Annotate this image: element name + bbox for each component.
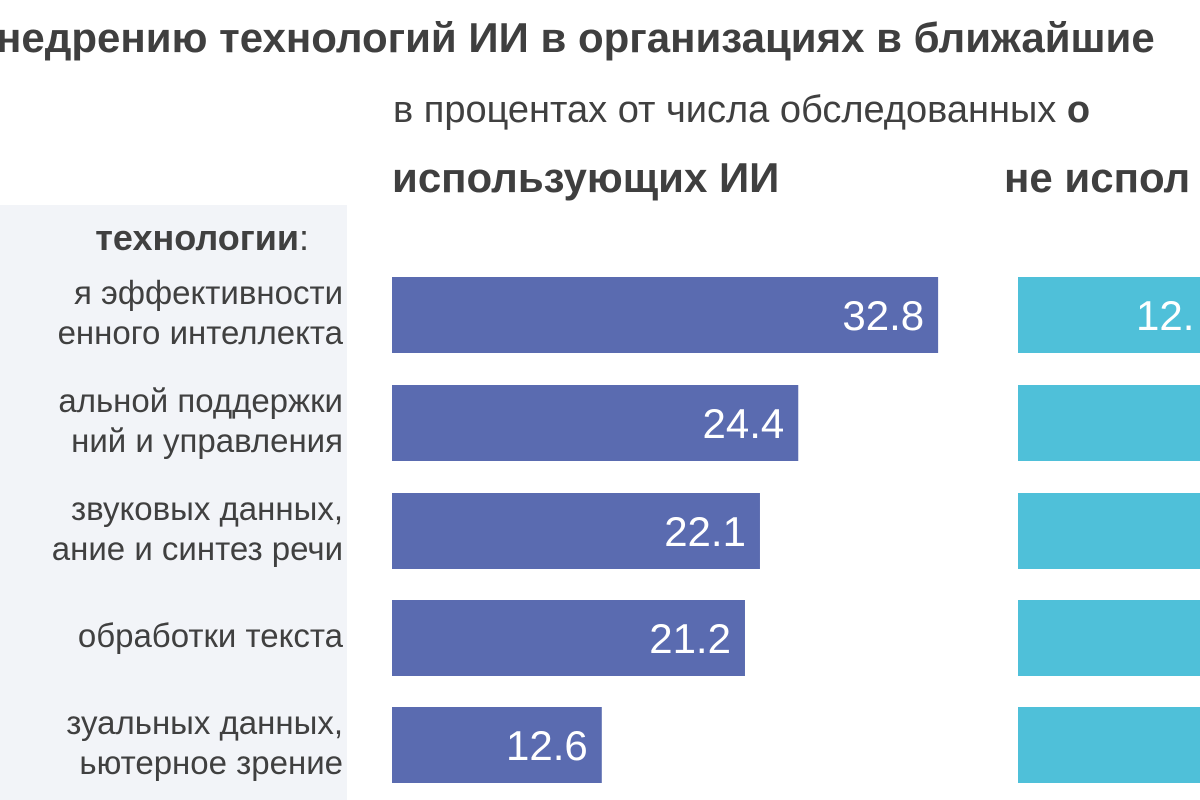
category-label-0-line-1: енного интеллекта xyxy=(57,314,343,351)
bar-using-ai-1 xyxy=(392,385,799,461)
data-label-using-ai-1: 24.4 xyxy=(703,400,785,447)
data-label-using-ai-3: 21.2 xyxy=(649,615,731,662)
data-label-not-using-ai-0: 12. xyxy=(1136,292,1194,339)
series-header-using-ai: использующих ИИ xyxy=(392,154,780,201)
data-label-using-ai-0: 32.8 xyxy=(842,292,924,339)
bar-using-ai-4 xyxy=(392,707,602,783)
category-label-4-line-1: ьютерное зрение xyxy=(79,744,343,781)
chart-subtitle: в процентах от числа обследованных о xyxy=(393,89,1091,131)
chart-title: недрению технологий ИИ в организациях в … xyxy=(0,14,1155,61)
data-label-using-ai-2: 22.1 xyxy=(664,508,746,555)
bar-not-using-ai-3 xyxy=(1018,600,1200,676)
category-label-0-line-0: я эффективности xyxy=(73,274,343,311)
category-label-4-line-0: зуальных данных, xyxy=(66,704,343,741)
category-label-1-line-1: ний и управления xyxy=(71,422,343,459)
bar-not-using-ai-0 xyxy=(1018,277,1200,353)
bar-not-using-ai-2 xyxy=(1018,493,1200,569)
bar-not-using-ai-4 xyxy=(1018,707,1200,783)
category-label-2-line-0: звуковых данных, xyxy=(71,490,343,527)
bar-using-ai-3 xyxy=(392,600,745,676)
bar-using-ai-0 xyxy=(392,277,939,353)
bar-not-using-ai-1 xyxy=(1018,385,1200,461)
category-label-1-line-0: альной поддержки xyxy=(58,382,343,419)
data-label-using-ai-4: 12.6 xyxy=(506,722,588,769)
category-label-2-line-1: ание и синтез речи xyxy=(51,530,343,567)
series-header-not-using-ai: не испол xyxy=(1004,154,1191,201)
categories-header: технологии: xyxy=(95,217,309,258)
category-labels-panel: технологии: xyxy=(0,205,347,800)
category-label-3-line-0: обработки текста xyxy=(77,617,343,654)
bar-using-ai-2 xyxy=(392,493,760,569)
